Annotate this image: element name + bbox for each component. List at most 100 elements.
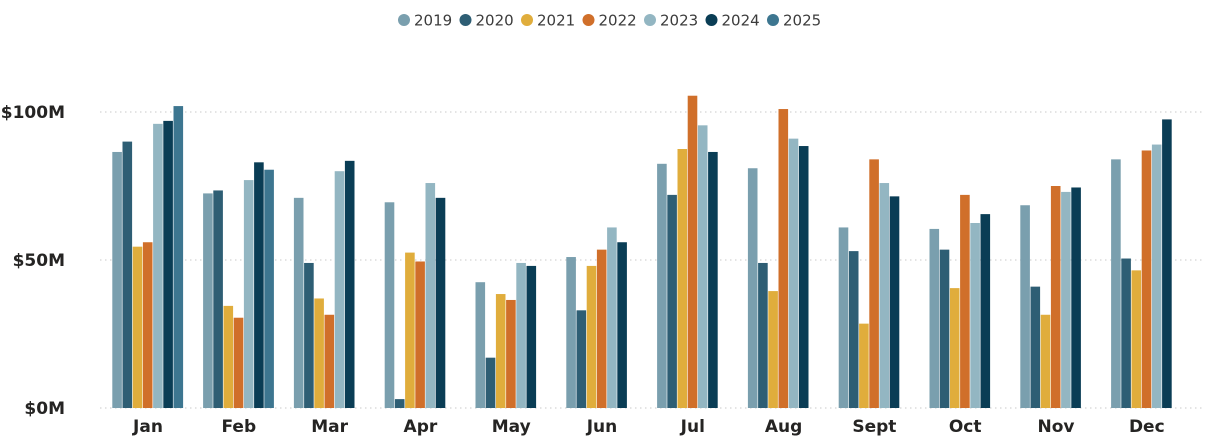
legend-item-2024[interactable]: 2024 (705, 12, 760, 30)
x-tick-label-nov: Nov (1038, 417, 1075, 437)
bar-sept-2022[interactable] (869, 159, 879, 408)
legend-marker-2020 (459, 14, 472, 26)
legend-item-2021[interactable]: 2021 (521, 12, 575, 30)
bar-jul-2020[interactable] (667, 194, 677, 408)
legend-item-2019[interactable]: 2019 (398, 12, 452, 30)
bar-nov-2019[interactable] (1020, 205, 1030, 408)
bar-apr-2023[interactable] (425, 183, 436, 408)
bar-mar-2023[interactable] (334, 171, 345, 408)
x-tick-label-oct: Oct (949, 417, 982, 437)
bar-jun-2022[interactable] (596, 249, 607, 408)
bar-jan-2023[interactable] (153, 123, 163, 408)
bar-dec-2023[interactable] (1151, 144, 1162, 408)
bar-feb-2022[interactable] (233, 317, 244, 408)
bar-apr-2021[interactable] (405, 252, 415, 408)
bar-jan-2020[interactable] (122, 141, 133, 408)
bar-feb-2024[interactable] (254, 162, 264, 408)
bar-jul-2022[interactable] (687, 95, 698, 408)
bar-oct-2022[interactable] (960, 194, 970, 408)
bar-mar-2024[interactable] (344, 160, 355, 408)
bar-apr-2020[interactable] (394, 399, 405, 408)
bar-may-2024[interactable] (526, 265, 537, 408)
bar-oct-2023[interactable] (970, 223, 980, 408)
x-tick-label-aug: Aug (765, 417, 802, 437)
bar-nov-2021[interactable] (1040, 314, 1051, 408)
bar-feb-2023[interactable] (243, 180, 254, 408)
bar-sept-2020[interactable] (848, 251, 859, 408)
bar-jan-2022[interactable] (142, 242, 153, 408)
bar-aug-2019[interactable] (747, 168, 758, 408)
bar-apr-2022[interactable] (415, 261, 425, 408)
x-tick-label-jun: Jun (586, 417, 618, 437)
bar-may-2020[interactable] (485, 357, 496, 408)
bar-jan-2021[interactable] (132, 246, 143, 408)
bar-jun-2023[interactable] (607, 227, 617, 408)
bar-oct-2021[interactable] (949, 288, 960, 408)
bar-nov-2020[interactable] (1030, 286, 1041, 408)
legend-item-2025[interactable]: 2025 (767, 12, 821, 30)
legend-marker-2023 (644, 14, 656, 26)
bar-oct-2019[interactable] (929, 228, 940, 408)
bar-aug-2023[interactable] (788, 138, 799, 408)
bar-may-2022[interactable] (506, 299, 516, 408)
bar-dec-2019[interactable] (1111, 159, 1121, 408)
bar-may-2021[interactable] (495, 294, 506, 408)
bar-aug-2024[interactable] (798, 146, 809, 409)
bar-feb-2019[interactable] (203, 193, 213, 408)
legend-item-2022[interactable]: 2022 (582, 12, 637, 30)
legend-item-2020[interactable]: 2020 (459, 12, 514, 30)
bar-dec-2020[interactable] (1121, 258, 1131, 408)
bar-jul-2019[interactable] (657, 163, 667, 408)
bar-jul-2024[interactable] (708, 151, 718, 408)
bar-mar-2021[interactable] (314, 298, 324, 408)
bar-jan-2019[interactable] (112, 151, 122, 408)
bar-jun-2020[interactable] (576, 310, 587, 408)
x-tick-label-sept: Sept (852, 417, 896, 437)
bar-may-2019[interactable] (475, 282, 486, 408)
y-axis: $0M $50M $100M (1, 103, 65, 419)
bar-aug-2021[interactable] (768, 291, 778, 408)
bar-may-2023[interactable] (516, 262, 526, 408)
bar-dec-2022[interactable] (1141, 150, 1152, 409)
bar-sept-2023[interactable] (879, 183, 890, 408)
bar-feb-2025[interactable] (264, 169, 274, 408)
bar-feb-2020[interactable] (213, 190, 223, 408)
bar-aug-2022[interactable] (778, 109, 789, 408)
y-tick-label-100: $100M (1, 103, 65, 123)
x-tick-label-feb: Feb (221, 417, 256, 437)
bar-jun-2019[interactable] (566, 257, 576, 408)
bar-oct-2024[interactable] (980, 214, 991, 408)
x-tick-label-dec: Dec (1129, 417, 1165, 437)
legend-item-2023[interactable]: 2023 (644, 12, 698, 30)
bar-jul-2023[interactable] (697, 125, 708, 408)
bar-jun-2021[interactable] (586, 265, 597, 408)
bar-jan-2025[interactable] (173, 106, 184, 408)
bar-mar-2020[interactable] (304, 262, 314, 408)
bar-sept-2021[interactable] (859, 323, 869, 408)
bar-sept-2024[interactable] (889, 196, 900, 408)
bar-jul-2021[interactable] (677, 149, 688, 408)
bar-nov-2023[interactable] (1061, 191, 1071, 408)
bar-sept-2019[interactable] (838, 227, 849, 408)
bar-apr-2019[interactable] (384, 202, 395, 408)
y-tick-label-50: $50M (13, 251, 65, 271)
legend-label-2022: 2022 (599, 12, 637, 30)
legend: 2019 2020 2021 2022 2023 2024 2025 (398, 12, 821, 30)
bar-dec-2024[interactable] (1162, 119, 1172, 409)
bar-apr-2024[interactable] (435, 197, 446, 408)
bar-mar-2019[interactable] (293, 197, 304, 408)
legend-label-2024: 2024 (722, 12, 760, 30)
bar-aug-2020[interactable] (758, 262, 768, 408)
bar-jun-2024[interactable] (617, 242, 627, 408)
bar-nov-2024[interactable] (1071, 187, 1081, 408)
bar-jan-2024[interactable] (163, 120, 173, 408)
bar-oct-2020[interactable] (939, 249, 950, 408)
bar-dec-2021[interactable] (1131, 270, 1142, 408)
bar-nov-2022[interactable] (1050, 186, 1061, 408)
bar-mar-2022[interactable] (324, 314, 335, 408)
bar-feb-2021[interactable] (223, 305, 234, 408)
legend-label-2025: 2025 (783, 12, 821, 30)
legend-marker-2025 (767, 14, 779, 26)
